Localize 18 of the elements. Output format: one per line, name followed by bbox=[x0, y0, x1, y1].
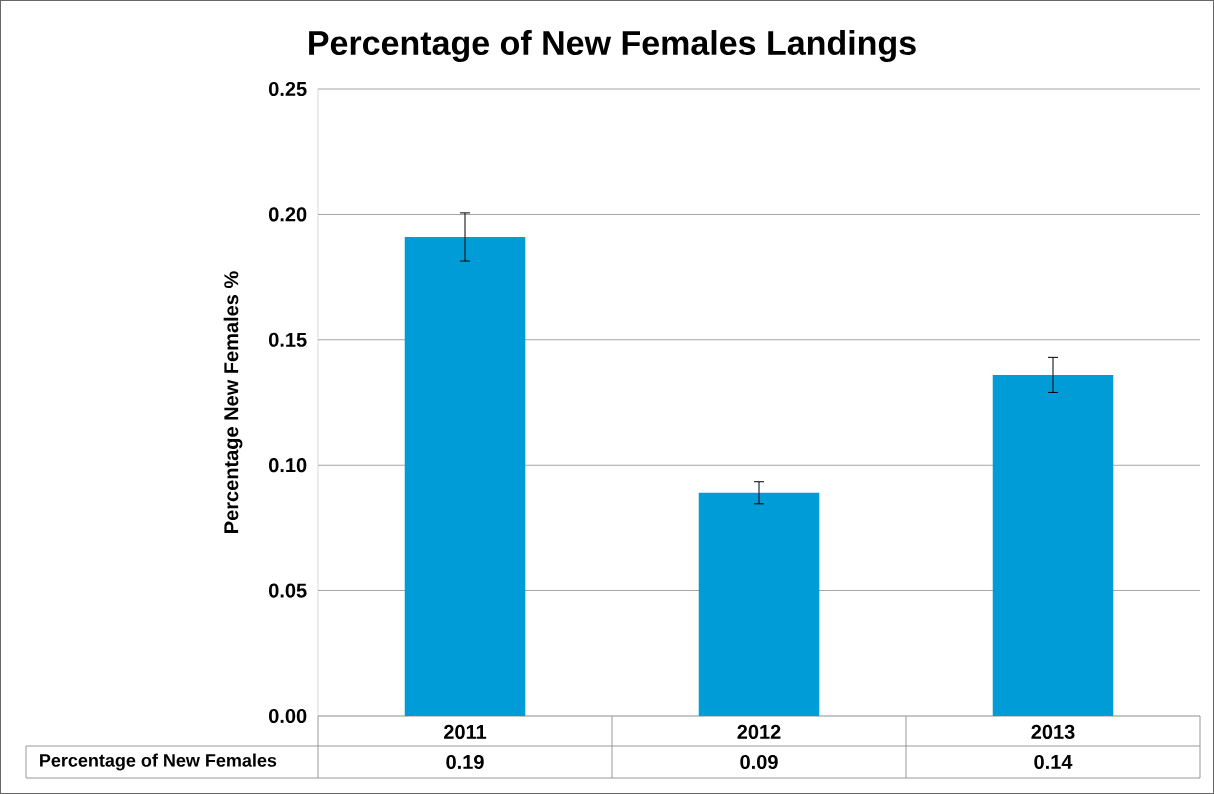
y-tick-label: 0.25 bbox=[269, 81, 307, 97]
data-label: 0.14 bbox=[1034, 754, 1073, 770]
text: Percentage of New Females bbox=[40, 753, 277, 771]
x-tick-label: 2012 bbox=[737, 724, 781, 739]
bar bbox=[698, 492, 820, 716]
y-tick-label: 0.00 bbox=[269, 708, 307, 724]
y-tick-label: 0.20 bbox=[269, 207, 307, 222]
y-axis-title: Percentage New Females % bbox=[223, 271, 243, 533]
x-tick-label: 2011 bbox=[444, 724, 487, 739]
data-label: 0.09 bbox=[740, 754, 778, 770]
x-tick-label: 2013 bbox=[1031, 724, 1075, 740]
bar bbox=[404, 236, 526, 716]
y-tick-label: 0.10 bbox=[269, 458, 307, 473]
y-tick-label: 0.15 bbox=[269, 332, 307, 347]
data-label: 0.19 bbox=[446, 754, 484, 770]
chart-title: Percentage of New Females Landings bbox=[309, 30, 916, 62]
y-tick-label: 0.05 bbox=[269, 583, 307, 598]
bar bbox=[992, 374, 1114, 716]
